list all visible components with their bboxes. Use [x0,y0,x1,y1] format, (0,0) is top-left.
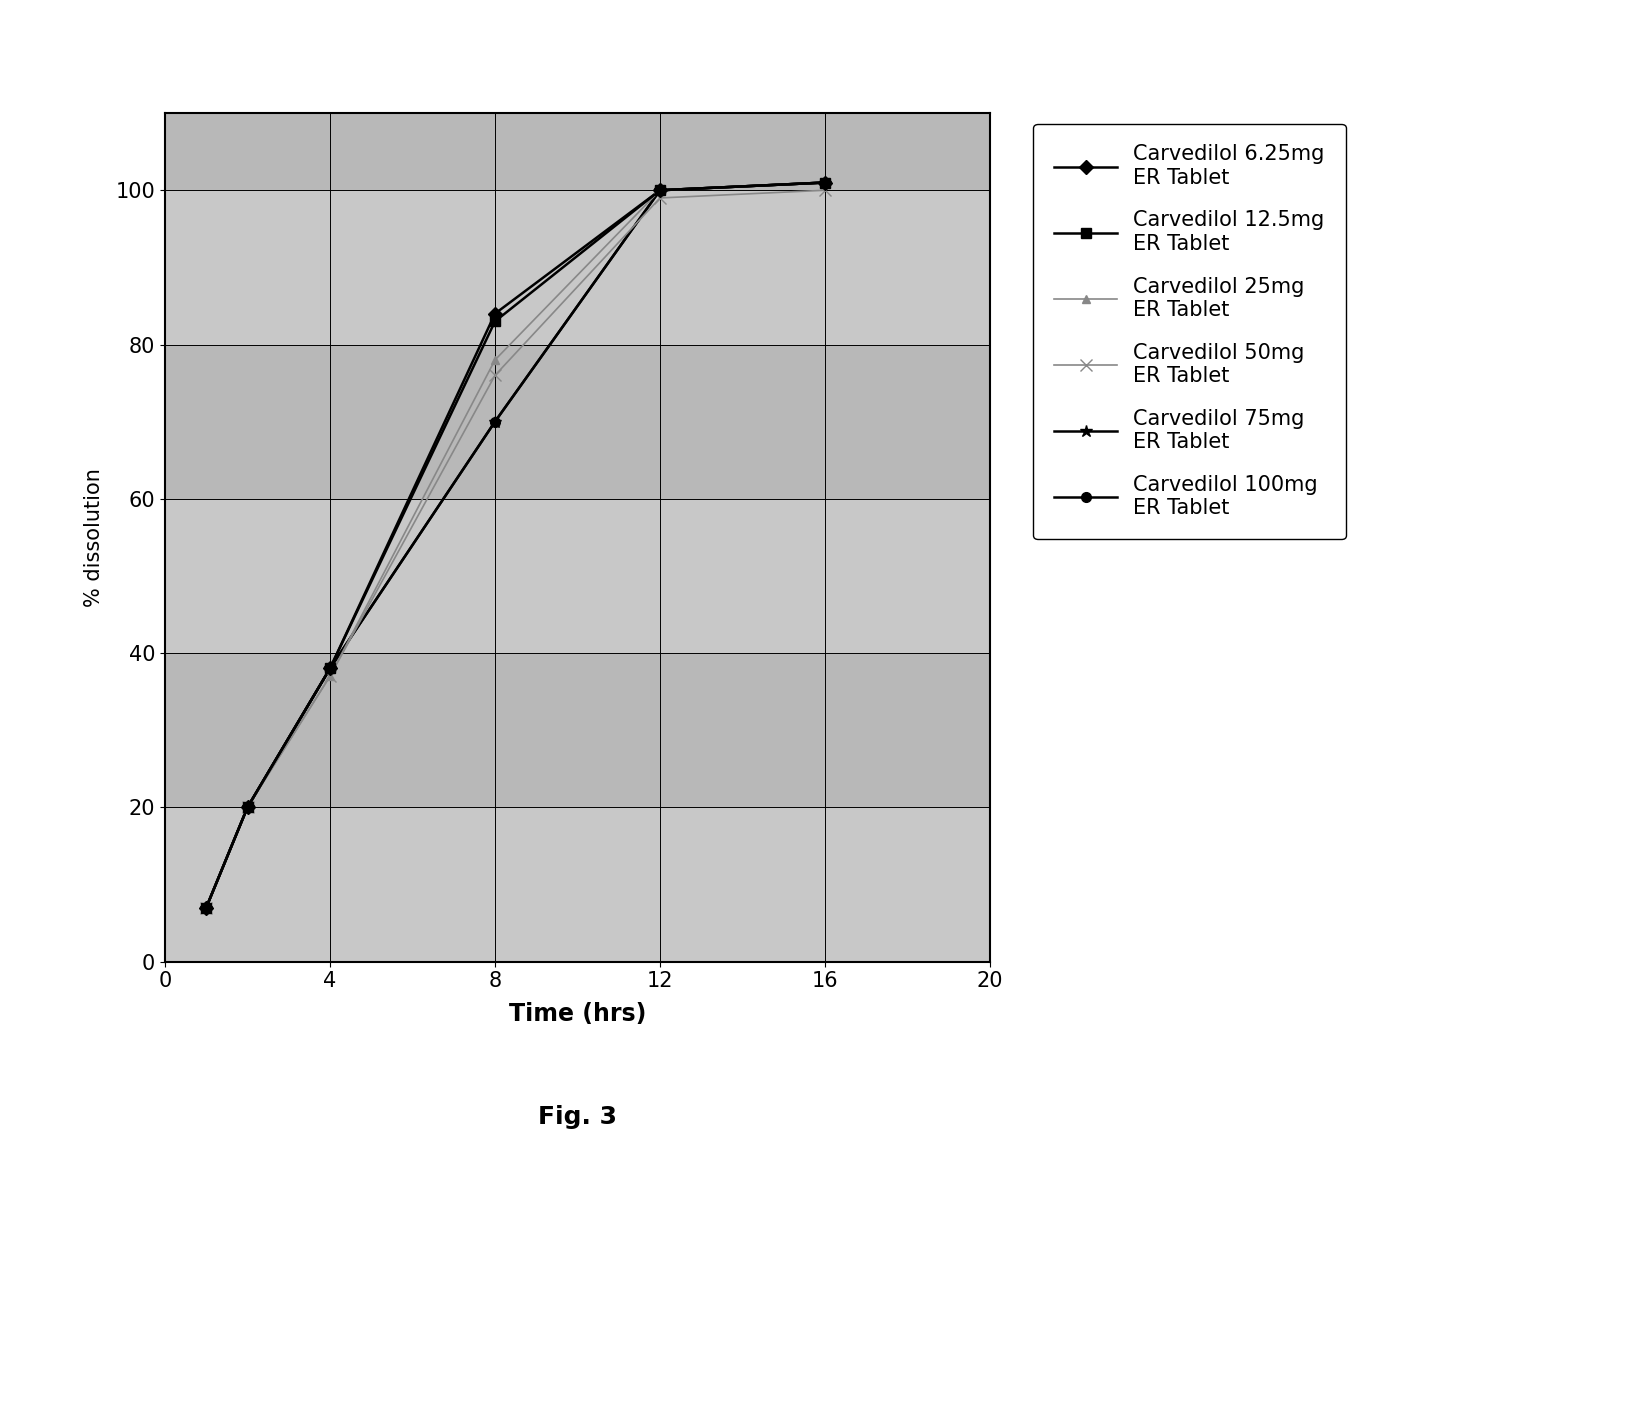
Legend: Carvedilol 6.25mg
ER Tablet, Carvedilol 12.5mg
ER Tablet, Carvedilol 25mg
ER Tab: Carvedilol 6.25mg ER Tablet, Carvedilol … [1033,123,1346,539]
X-axis label: Time (hrs): Time (hrs) [508,1003,647,1027]
Bar [165,499,990,653]
Bar [165,807,990,962]
Bar [165,191,990,345]
Y-axis label: % dissolution: % dissolution [84,468,104,607]
Bar [165,653,990,807]
Text: Fig. 3: Fig. 3 [538,1106,617,1128]
Bar [165,345,990,499]
Bar [165,113,990,191]
